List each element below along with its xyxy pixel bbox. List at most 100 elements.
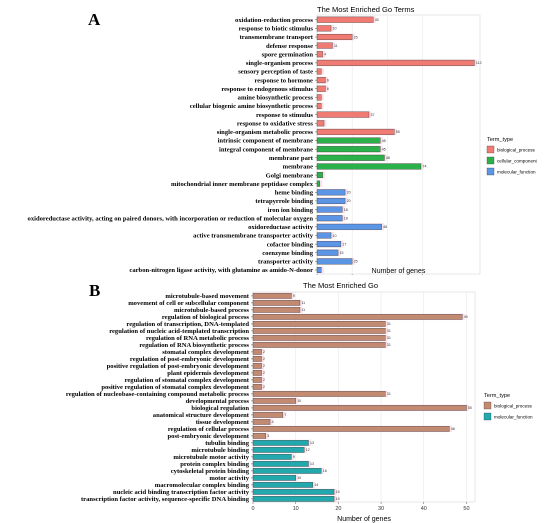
legend-swatch <box>483 401 492 410</box>
bar-molecular-function <box>252 440 309 446</box>
legend-swatch <box>486 145 495 154</box>
category-label: transporter activity <box>258 259 314 266</box>
bar-biological-process <box>316 68 322 75</box>
bar-cellular-component <box>316 163 422 170</box>
bar-molecular-function <box>316 258 353 265</box>
category-label: carbon-nitrogen ligase activity, with gl… <box>129 267 313 274</box>
bar-biological-process <box>252 363 262 369</box>
data-label: 12 <box>306 448 310 452</box>
data-label: 40 <box>375 18 379 22</box>
chart-a-svg: A The Most Enriched Go Terms 40 10 25 11 4 112 6… <box>28 5 538 275</box>
data-label: 20 <box>347 199 351 203</box>
bar-molecular-function <box>252 454 292 460</box>
category-label: defense response <box>266 43 313 50</box>
bar-biological-process <box>316 111 370 118</box>
data-label: 11 <box>334 44 338 48</box>
category-label: positive regulation of post-embryonic de… <box>107 363 250 370</box>
category-label: oxidation-reduction process <box>235 17 313 24</box>
legend-item-label: biological_process <box>497 147 535 152</box>
plot-area: 40 10 25 11 4 112 6 6 37 55 45 45 48 74 20 20 18 18 46 10 17… <box>315 14 482 275</box>
data-label: 49 <box>464 315 468 319</box>
category-label: active transmembrane transporter activit… <box>193 233 314 240</box>
data-label: 13 <box>310 462 314 466</box>
category-label: plant epidermis development <box>167 370 249 377</box>
data-label: 74 <box>422 165 426 169</box>
data-label: 6 <box>327 78 329 82</box>
data-label: 4 <box>324 53 326 57</box>
bar-biological-process <box>252 356 262 362</box>
bar-biological-process <box>252 405 467 411</box>
chart-title: The Most Enriched Go Terms <box>317 5 415 14</box>
category-label: Golgi membrane <box>266 172 314 179</box>
bar-biological-process <box>252 342 386 348</box>
data-label: 9 <box>293 455 295 459</box>
category-label: cellular biogenic amine biosynthetic pro… <box>190 103 314 110</box>
category-label: integral component of membrane <box>219 146 313 153</box>
bar-biological-process <box>252 426 450 432</box>
category-label: sensory perception of taste <box>238 69 313 76</box>
category-label: regulation of post-embryonic development <box>130 356 250 363</box>
bar-biological-process <box>316 25 332 32</box>
category-label: nucleic acid binding transcription facto… <box>113 489 250 496</box>
category-label: anatomical structure development <box>153 412 250 419</box>
bar-cellular-component <box>316 137 381 144</box>
data-label: 6 <box>327 87 329 91</box>
category-label: amine biosynthetic process <box>238 95 314 102</box>
bar-biological-process <box>316 59 475 66</box>
category-label: transmembrane transport <box>240 34 314 41</box>
category-label: iron ion binding <box>268 207 314 214</box>
bar-biological-process <box>316 33 353 40</box>
data-label: 16 <box>323 469 327 473</box>
bar-molecular-function <box>252 489 335 495</box>
data-label: 55 <box>396 130 400 134</box>
bar-biological-process <box>252 293 292 299</box>
category-label: post-embryonic development <box>168 433 250 440</box>
category-label: oxidoreductase activity, acting on paire… <box>28 215 314 222</box>
bar-molecular-function <box>316 206 343 213</box>
bar-biological-process <box>252 398 296 404</box>
data-label: 15 <box>340 251 344 255</box>
data-label: 31 <box>387 329 391 333</box>
data-label: 50 <box>468 406 472 410</box>
data-label: 31 <box>387 322 391 326</box>
x-axis-title: Number of genes <box>337 516 391 523</box>
data-label: 112 <box>476 61 482 65</box>
bar-biological-process <box>252 328 386 334</box>
bar-biological-process <box>316 51 323 58</box>
category-label: developmental process <box>186 398 250 405</box>
x-tick-label: 30 <box>378 506 384 512</box>
data-label: 10 <box>297 476 301 480</box>
category-label: response to endogenous stimulus <box>221 86 313 93</box>
legend-title: Term_type <box>487 137 513 143</box>
category-label: regulation of transcription, DNA-templat… <box>126 321 249 328</box>
x-tick-label: 0 <box>251 506 254 512</box>
bar-biological-process <box>252 412 284 418</box>
category-label: regulation of stomatal complex developme… <box>125 377 250 384</box>
data-label: 9 <box>293 294 295 298</box>
bar-molecular-function <box>316 249 339 256</box>
x-tick-label: 50 <box>463 506 469 512</box>
bar-cellular-component <box>316 146 381 153</box>
category-label: regulation of RNA metabolic process <box>146 335 249 342</box>
x-tick-label: 20 <box>335 506 341 512</box>
category-label: microtubule-based movement <box>165 293 249 300</box>
panel-letter: B <box>89 281 100 300</box>
data-label: 18 <box>344 208 348 212</box>
category-label: positive regulation of stomatal complex … <box>101 384 249 391</box>
category-label: regulation of RNA biosynthetic process <box>139 342 249 349</box>
bar-biological-process <box>252 419 271 425</box>
category-label: regulation of nucleobase-containing comp… <box>66 391 250 398</box>
category-label: tetrapyrrole binding <box>255 198 313 205</box>
bar-molecular-function <box>252 447 305 453</box>
data-label: 2 <box>263 371 265 375</box>
data-label: 19 <box>336 497 340 501</box>
legend-item-label: biological_process <box>494 403 532 408</box>
category-label: membrane <box>283 164 313 171</box>
bar-biological-process <box>252 314 463 320</box>
legend-item-label: cellular_component <box>497 158 538 163</box>
data-label: 18 <box>344 217 348 221</box>
data-label: 31 <box>387 343 391 347</box>
bar-biological-process <box>316 128 395 135</box>
bar-biological-process <box>252 349 262 355</box>
category-label: biological regulation <box>191 405 249 412</box>
